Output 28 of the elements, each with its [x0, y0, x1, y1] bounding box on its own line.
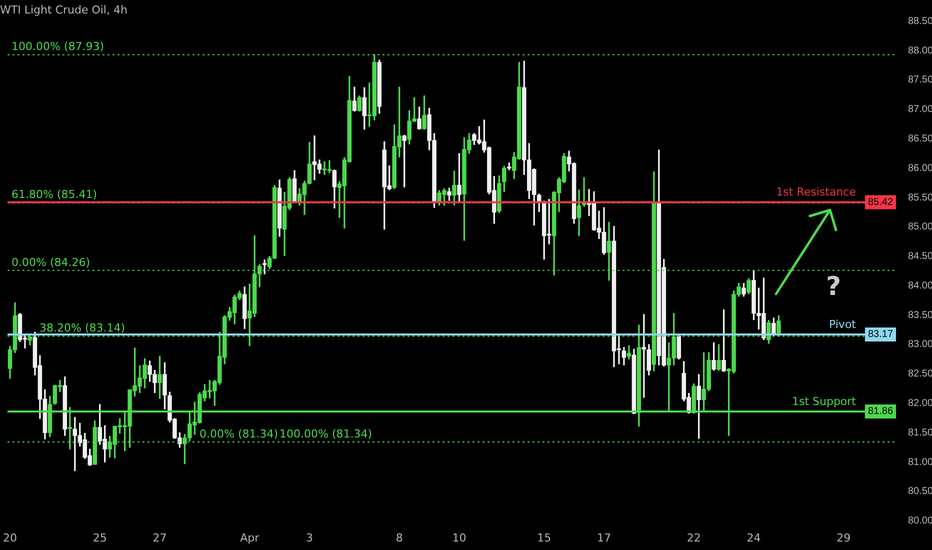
x-tick-label: 10 [452, 531, 466, 544]
candlestick [262, 260, 267, 274]
annotation: 100.00% (81.34) [280, 427, 372, 440]
ref-line-label: 100.00% (87.93) [12, 40, 104, 54]
chart-title: WTI Light Crude Oil, 4h [0, 3, 128, 16]
x-tick-label: 22 [686, 531, 701, 544]
annotation: ? [826, 272, 842, 302]
candlestick [642, 314, 646, 398]
x-tick-label: 3 [306, 531, 313, 544]
x-tick-label: 29 [836, 531, 851, 544]
ref-line-label: 0.00% (81.34) [200, 427, 278, 440]
ref-line-label: 38.20% (83.14) [40, 322, 126, 335]
x-tick-label: 20 [3, 531, 17, 544]
ref-line-label: 1st Support [792, 394, 857, 408]
x-tick-label: 25 [92, 531, 107, 544]
annotation: 83.17 [868, 329, 894, 340]
annotation: 85.42 [868, 196, 894, 208]
ref-line-label: 1st Resistance [776, 186, 856, 199]
annotation: 81.86 [868, 406, 894, 418]
x-tick-label: 17 [596, 531, 611, 544]
x-tick-label: Apr [240, 531, 260, 544]
x-tick-label: 15 [537, 531, 552, 544]
ref-line-label: Pivot [828, 318, 857, 331]
ref-line-label: 0.00% (84.26) [12, 256, 90, 269]
x-tick-label: 27 [152, 531, 167, 544]
x-tick-label: 24 [746, 531, 761, 544]
ref-line-label: 61.80% (85.41) [12, 188, 98, 202]
x-tick-label: 8 [396, 531, 403, 544]
